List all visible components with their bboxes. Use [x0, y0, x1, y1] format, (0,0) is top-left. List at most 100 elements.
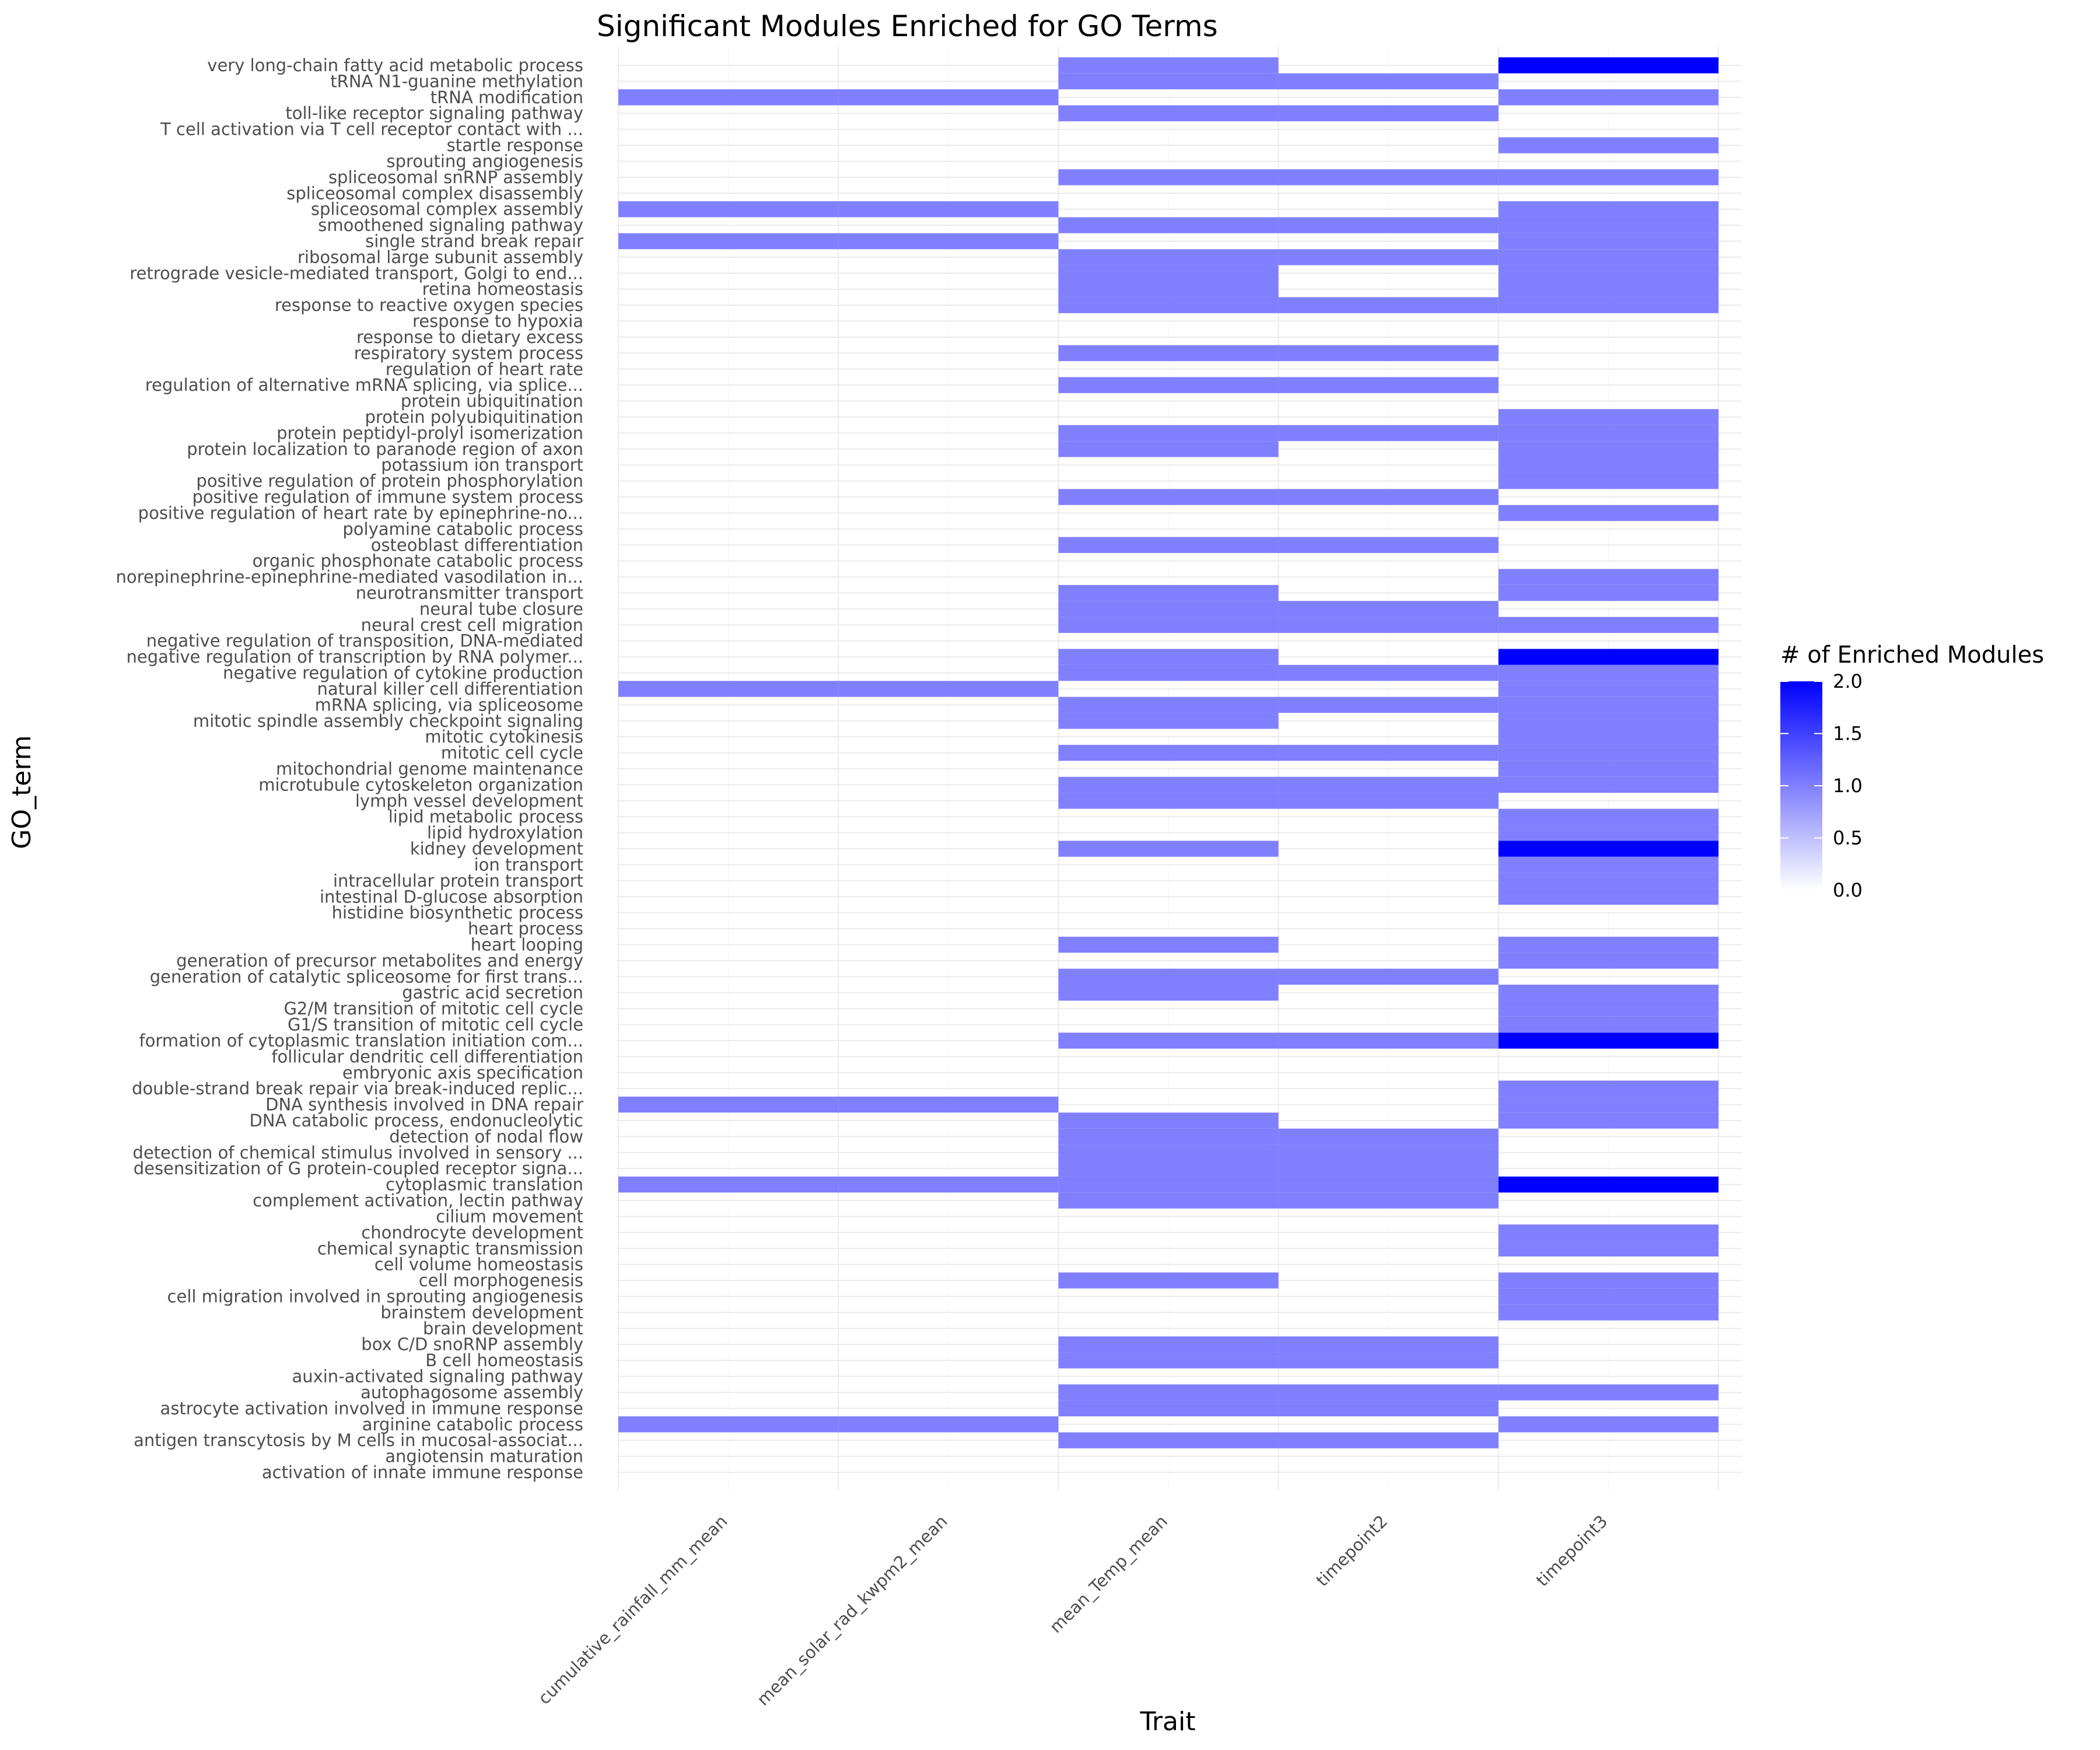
heatmap-cell	[1498, 1224, 1718, 1241]
heatmap-cell	[1498, 1096, 1718, 1113]
heatmap-cell	[618, 201, 839, 218]
heatmap-cell	[1498, 744, 1718, 761]
heatmap-cell	[1278, 601, 1499, 617]
heatmap-cell	[1498, 1112, 1718, 1129]
heatmap-cell	[1058, 1160, 1279, 1177]
heatmap-cell	[1278, 105, 1499, 121]
heatmap-cell	[1498, 584, 1718, 601]
heatmap-cell	[1058, 1352, 1279, 1368]
y-tick-label: startle response	[447, 135, 583, 155]
heatmap-cell	[1058, 1112, 1279, 1129]
heatmap-cell	[1498, 617, 1718, 634]
y-tick-label: cell volume homeostasis	[374, 1255, 583, 1275]
y-tick-label: neurotransmitter transport	[356, 583, 583, 603]
heatmap-cell	[1058, 441, 1279, 457]
y-tick-label: spliceosomal complex assembly	[311, 200, 583, 219]
heatmap-cell	[1058, 1336, 1279, 1353]
y-tick-label: norepinephrine-epinephrine-mediated vaso…	[116, 567, 583, 587]
y-tick-label: regulation of alternative mRNA splicing,…	[145, 375, 583, 395]
y-tick-label: G2/M transition of mitotic cell cycle	[284, 999, 583, 1019]
y-tick-label: cell morphogenesis	[419, 1270, 583, 1290]
y-tick-label: microtubule cytoskeleton organization	[258, 775, 583, 794]
heatmap-cell	[1498, 1288, 1718, 1305]
heatmap-cell	[1058, 425, 1279, 442]
heatmap-cell	[1058, 377, 1279, 393]
heatmap-cell	[1058, 297, 1279, 313]
legend-ticks: 2.0 1.5 1.0 0.5 0.0	[1780, 670, 1863, 901]
heatmap-cell	[838, 1096, 1059, 1113]
y-axis-title: GO_term	[7, 735, 37, 849]
heatmap-cell	[1278, 537, 1499, 553]
y-tick-label: heart looping	[471, 935, 583, 955]
heatmap-cell	[1498, 1272, 1718, 1289]
heatmap-cell	[1498, 569, 1718, 585]
heatmap-cell	[1058, 1128, 1279, 1145]
heatmap-cell	[1278, 617, 1499, 634]
heatmap-cell	[1058, 649, 1279, 665]
heatmap-cell	[838, 1416, 1059, 1433]
heatmap-cell	[1278, 1352, 1499, 1368]
y-tick-label: positive regulation of protein phosphory…	[196, 471, 583, 491]
y-tick-label: organic phosphonate catabolic process	[253, 551, 583, 571]
heatmap-cell	[1058, 584, 1279, 601]
heatmap-cell	[1278, 1384, 1499, 1401]
heatmap-cell	[1058, 1432, 1279, 1448]
heatmap-cell	[1278, 1032, 1499, 1049]
y-tick-label: natural killer cell differentiation	[317, 679, 583, 699]
heatmap-cell	[1058, 57, 1279, 74]
y-tick-label: retina homeostasis	[422, 279, 583, 299]
y-tick-label: potassium ion transport	[381, 455, 583, 475]
heatmap-cell	[1058, 73, 1279, 90]
y-tick-label: very long-chain fatty acid metabolic pro…	[207, 55, 583, 75]
heatmap-cell	[1278, 1400, 1499, 1417]
y-tick-label: histidine biosynthetic process	[332, 903, 583, 923]
heatmap-cell	[838, 681, 1059, 697]
heatmap-cell	[1498, 824, 1718, 841]
legend-tick-label: 0.5	[1833, 827, 1863, 849]
heatmap-cell	[1058, 217, 1279, 233]
x-tick-labels: cumulative_rainfall_mm_mean mean_solar_ra…	[534, 1511, 1612, 1710]
y-tick-label: ion transport	[474, 855, 583, 874]
heatmap-cell	[1498, 425, 1718, 442]
y-tick-label: osteoblast differentiation	[371, 535, 583, 555]
y-tick-label: response to reactive oxygen species	[275, 295, 583, 315]
heatmap-cell	[1498, 888, 1718, 905]
heatmap-cell	[1498, 1032, 1718, 1049]
heatmap-cell	[1498, 1176, 1718, 1193]
heatmap-cell	[1278, 249, 1499, 265]
y-tick-label: cilium movement	[436, 1206, 583, 1226]
heatmap-cell	[1058, 1144, 1279, 1161]
heatmap-cell	[1498, 249, 1718, 265]
y-tick-label: embryonic axis specification	[342, 1063, 583, 1083]
y-tick-label: sprouting angiogenesis	[387, 151, 583, 171]
x-tick-label: mean_Temp_mean	[1045, 1511, 1171, 1637]
heatmap-cell	[1498, 696, 1718, 713]
heatmap-cell	[1498, 936, 1718, 953]
heatmap-cell	[1498, 649, 1718, 665]
heatmap-cell	[1498, 217, 1718, 233]
heatmap-cell	[1498, 233, 1718, 250]
heatmap-cell	[1058, 617, 1279, 634]
legend-tick-label: 2.0	[1833, 670, 1863, 692]
heatmap-cell	[1058, 105, 1279, 121]
y-tick-label: smoothened signaling pathway	[318, 215, 583, 235]
y-tick-label: intestinal D-glucose absorption	[320, 887, 583, 907]
y-tick-label: desensitization of G protein-coupled rec…	[134, 1158, 583, 1178]
heatmap-cell	[1498, 409, 1718, 425]
heatmap-cell	[1498, 281, 1718, 298]
y-tick-label: brainstem development	[380, 1303, 583, 1322]
legend-title: # of Enriched Modules	[1780, 642, 2044, 668]
heatmap-cell	[1498, 985, 1718, 1001]
y-tick-label: box C/D snoRNP assembly	[361, 1335, 583, 1354]
y-tick-label: lymph vessel development	[355, 791, 583, 811]
heatmap-cell	[1498, 441, 1718, 457]
heatmap-cell	[1278, 1160, 1499, 1177]
heatmap-cell	[1498, 953, 1718, 969]
y-tick-label: toll-like receptor signaling pathway	[285, 103, 583, 123]
heatmap-cell	[1498, 856, 1718, 873]
heatmap-cell	[618, 1096, 839, 1113]
heatmap-cell	[838, 1176, 1059, 1193]
y-tick-label: mitochondrial genome maintenance	[276, 759, 583, 779]
heatmap-cell	[618, 1416, 839, 1433]
